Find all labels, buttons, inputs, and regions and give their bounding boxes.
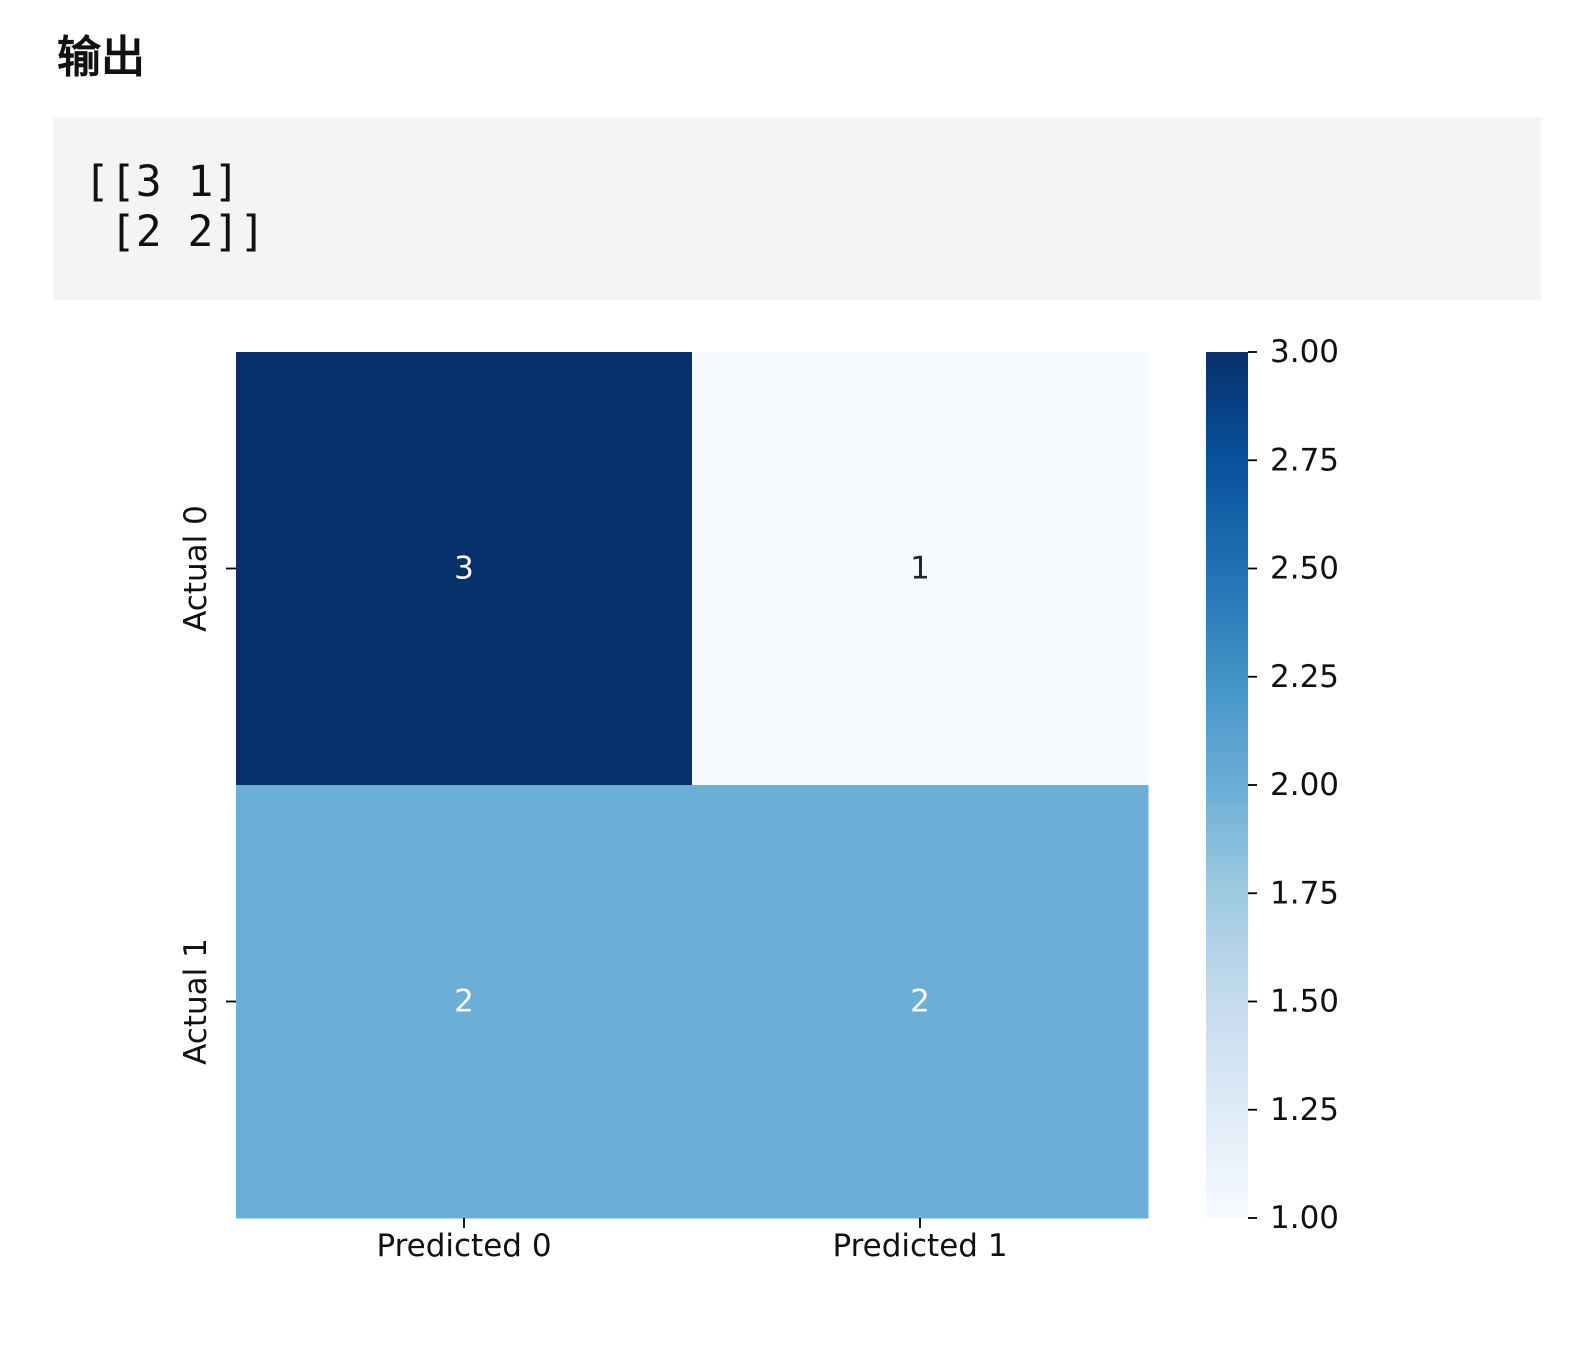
colorbar-tick-label: 1.00 [1270, 1200, 1339, 1236]
cell-value-label: 3 [454, 551, 474, 587]
colorbar [1206, 352, 1248, 1218]
heatmap-cell [236, 785, 693, 1219]
colorbar-tick-label: 1.25 [1270, 1092, 1339, 1128]
x-tick-label: Predicted 1 [832, 1228, 1007, 1264]
y-tick-label: Actual 0 [178, 505, 214, 632]
colorbar-tick-label: 1.75 [1270, 875, 1339, 911]
heatmap-cell [236, 352, 693, 786]
heatmap-cell [692, 785, 1149, 1219]
output-line: [[3 1] [84, 157, 240, 207]
section-title: 输出 [57, 32, 145, 83]
heatmap-cell [692, 352, 1149, 786]
colorbar-tick-label: 1.50 [1270, 984, 1339, 1020]
output-line: [2 2]] [84, 207, 266, 257]
cell-value-label: 1 [910, 551, 930, 587]
cell-value-label: 2 [910, 984, 930, 1020]
colorbar-tick-label: 2.25 [1270, 659, 1339, 695]
colorbar-tick-label: 2.00 [1270, 767, 1339, 803]
cell-value-label: 2 [454, 984, 474, 1020]
colorbar-tick-label: 2.50 [1270, 551, 1339, 587]
colorbar-tick-label: 2.75 [1270, 442, 1339, 478]
colorbar-tick-label: 3.00 [1270, 334, 1339, 370]
output-block: [[3 1] [2 2]] [53, 117, 1541, 300]
y-tick-label: Actual 1 [178, 938, 214, 1065]
x-tick-label: Predicted 0 [376, 1228, 551, 1264]
